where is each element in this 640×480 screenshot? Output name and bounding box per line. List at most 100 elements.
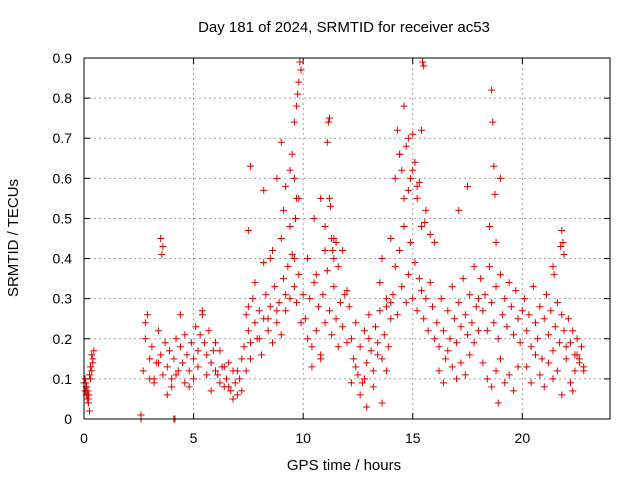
x-tick-label: 0 (80, 430, 88, 446)
data-point (141, 335, 149, 343)
data-point (325, 114, 333, 122)
data-point (523, 363, 531, 371)
data-point (150, 379, 158, 387)
data-point (418, 126, 426, 134)
data-point (282, 182, 290, 190)
data-point (407, 239, 415, 247)
data-point (83, 391, 91, 399)
data-point (404, 186, 412, 194)
data-point (413, 182, 421, 190)
data-point (286, 222, 294, 230)
data-point (238, 355, 246, 363)
y-tick-label: 0.9 (53, 50, 73, 66)
data-point (421, 218, 429, 226)
data-point (376, 279, 384, 287)
data-point (361, 327, 369, 335)
data-point (148, 343, 156, 351)
data-point (492, 367, 500, 375)
data-point (459, 275, 467, 283)
data-point (448, 283, 456, 291)
data-point (89, 359, 97, 367)
data-point (571, 367, 579, 375)
data-point (251, 319, 259, 327)
data-point (439, 327, 447, 335)
data-point (343, 287, 351, 295)
data-point (196, 331, 204, 339)
data-point (347, 335, 355, 343)
data-point (507, 303, 515, 311)
data-point (141, 319, 149, 327)
data-point (240, 343, 248, 351)
data-point (244, 303, 252, 311)
data-point (560, 327, 568, 335)
data-point (282, 291, 290, 299)
data-point (144, 311, 152, 319)
data-point (277, 331, 285, 339)
data-point (461, 371, 469, 379)
data-point (329, 247, 337, 255)
data-point (553, 299, 561, 307)
data-point (299, 291, 307, 299)
data-point (336, 299, 344, 307)
data-point (290, 174, 298, 182)
data-point (339, 247, 347, 255)
data-point (216, 347, 224, 355)
data-point (352, 363, 360, 371)
data-point (404, 271, 412, 279)
data-point (569, 387, 577, 395)
data-point (273, 174, 281, 182)
data-point (475, 327, 482, 335)
data-point (374, 339, 382, 347)
data-point (324, 118, 332, 126)
data-point (358, 379, 366, 387)
axis-ticks: 0 0.1 0.2 0.3 0.4 0.5 0.6 0.7 0.8 0.9 0 5 10 15 20 (53, 50, 610, 446)
data-point (172, 335, 180, 343)
data-point (536, 303, 544, 311)
data-point (382, 295, 390, 303)
data-point (531, 319, 539, 327)
data-point (409, 295, 417, 303)
data-point (551, 323, 559, 331)
data-point (286, 166, 294, 174)
data-point (308, 363, 316, 371)
data-point (464, 331, 472, 339)
data-point (418, 222, 426, 230)
data-point (233, 367, 241, 375)
data-point (415, 178, 423, 186)
data-point (163, 391, 171, 399)
data-point (393, 126, 401, 134)
data-point (549, 375, 557, 383)
data-point (455, 206, 463, 214)
data-point (382, 303, 390, 311)
data-point (155, 327, 163, 335)
data-point (367, 347, 375, 355)
data-point (550, 271, 558, 279)
data-point (385, 343, 393, 351)
data-point (297, 66, 305, 74)
data-point (286, 295, 294, 303)
data-point (205, 327, 213, 335)
data-point (304, 255, 312, 263)
data-point (527, 343, 535, 351)
data-point (483, 327, 491, 335)
data-point (411, 259, 419, 267)
data-point (378, 255, 386, 263)
data-point (227, 387, 235, 395)
data-point (488, 383, 496, 391)
data-point (236, 375, 244, 383)
data-point (310, 214, 318, 222)
data-point (453, 339, 461, 347)
data-point (315, 303, 323, 311)
data-point (523, 327, 531, 335)
data-point (479, 359, 487, 367)
data-point (225, 359, 233, 367)
data-point (479, 307, 487, 315)
data-point (137, 411, 145, 419)
data-point (264, 327, 272, 335)
data-point (450, 315, 458, 323)
data-point (396, 150, 404, 158)
data-point (369, 367, 377, 375)
data-point (207, 387, 215, 395)
data-point (190, 355, 198, 363)
data-point (198, 307, 206, 315)
